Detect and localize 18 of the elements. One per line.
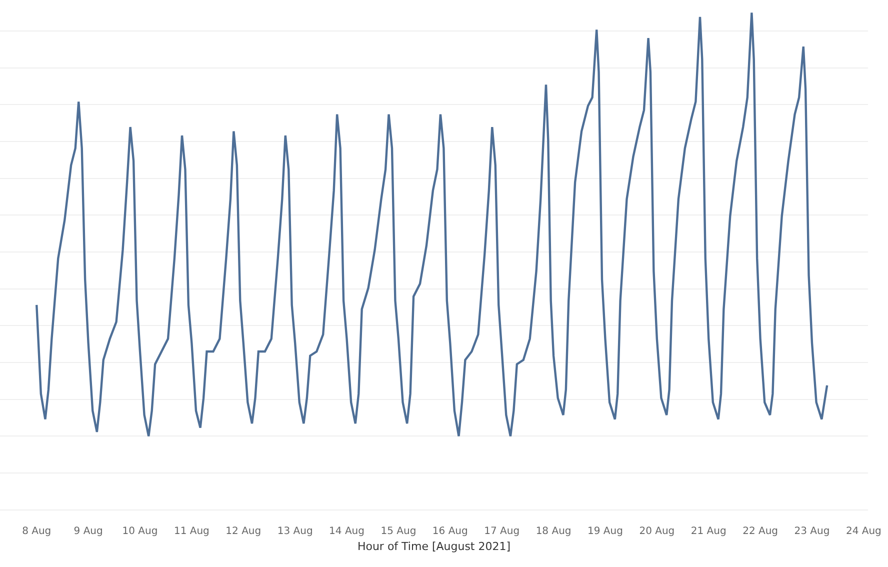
x-tick-label: 24 Aug <box>846 526 882 537</box>
x-tick-label: 15 Aug <box>380 526 416 537</box>
x-tick-label: 22 Aug <box>742 526 778 537</box>
x-tick-label: 8 Aug <box>22 526 52 537</box>
x-tick-label: 14 Aug <box>329 526 364 537</box>
x-tick-label: 18 Aug <box>536 526 572 537</box>
x-tick-label: 12 Aug <box>226 526 262 537</box>
x-tick-label: 16 Aug <box>432 526 468 537</box>
x-axis-title: Hour of Time [August 2021] <box>357 540 511 554</box>
x-tick-label: 21 Aug <box>690 526 726 537</box>
x-tick-label: 13 Aug <box>277 526 313 537</box>
x-tick-label: 11 Aug <box>174 526 210 537</box>
x-tick-label: 17 Aug <box>484 526 520 537</box>
x-tick-label: 19 Aug <box>588 526 623 537</box>
x-tick-label: 23 Aug <box>794 526 830 537</box>
x-tick-label: 9 Aug <box>74 526 103 537</box>
x-tick-label: 20 Aug <box>639 526 675 537</box>
x-tick-label: 10 Aug <box>122 526 158 537</box>
